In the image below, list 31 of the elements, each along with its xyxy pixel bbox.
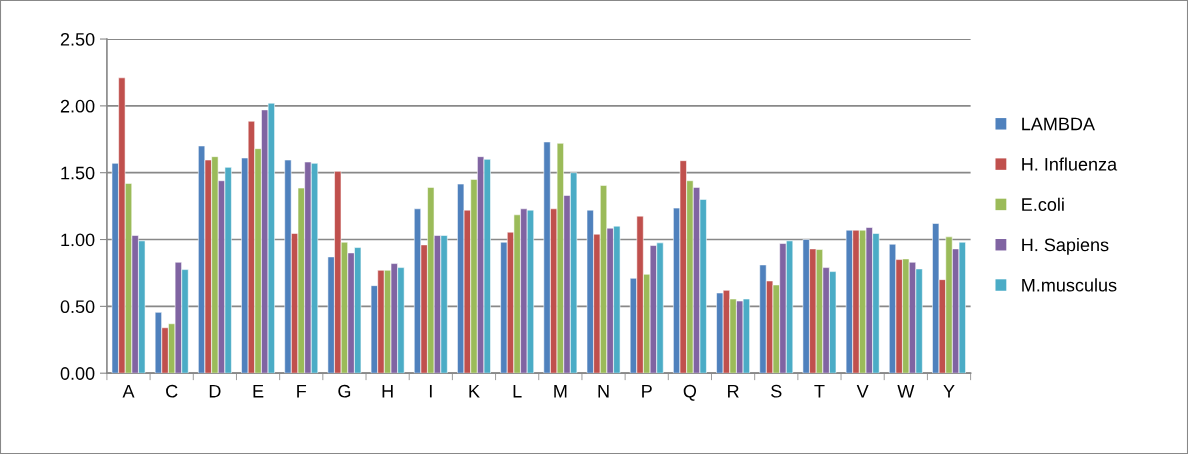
x-tick-label: V	[856, 384, 869, 398]
x-tick-label: Y	[943, 384, 955, 398]
x-tick-label: W	[897, 384, 915, 398]
legend-label: H. Sapiens	[1022, 238, 1109, 255]
legend-label: H. Influenza	[1022, 157, 1118, 171]
x-tick-label: E	[253, 384, 264, 398]
x-tick-label: C	[166, 384, 178, 398]
x-tick-label: A	[122, 384, 135, 398]
y-tick-label: 1.00	[61, 233, 95, 247]
y-tick-label: 2.00	[60, 99, 95, 113]
x-tick-label: G	[338, 384, 351, 398]
x-tick-label: L	[513, 384, 522, 398]
x-tick-label: K	[469, 384, 480, 398]
legend-label: E.coli	[1022, 197, 1064, 211]
legend-label: LAMBDA	[1022, 117, 1095, 131]
x-tick-label: T	[814, 384, 825, 398]
x-tick-label: I	[429, 384, 432, 398]
y-tick-label: 0.50	[60, 300, 95, 314]
x-tick-label: M	[554, 384, 567, 398]
x-tick-label: H	[382, 384, 393, 398]
x-tick-label: S	[771, 384, 782, 398]
y-tick-label: 1.50	[61, 166, 95, 180]
legend-label: M.musculus	[1022, 278, 1117, 292]
x-tick-label: Q	[683, 384, 697, 401]
y-tick-label: 0.00	[60, 367, 95, 380]
y-tick-label: 2.50	[60, 32, 95, 46]
x-tick-label: R	[728, 384, 739, 398]
x-tick-label: P	[642, 384, 652, 398]
x-tick-label: D	[209, 384, 221, 398]
x-tick-label: N	[598, 384, 609, 398]
x-tick-label: F	[297, 384, 307, 398]
